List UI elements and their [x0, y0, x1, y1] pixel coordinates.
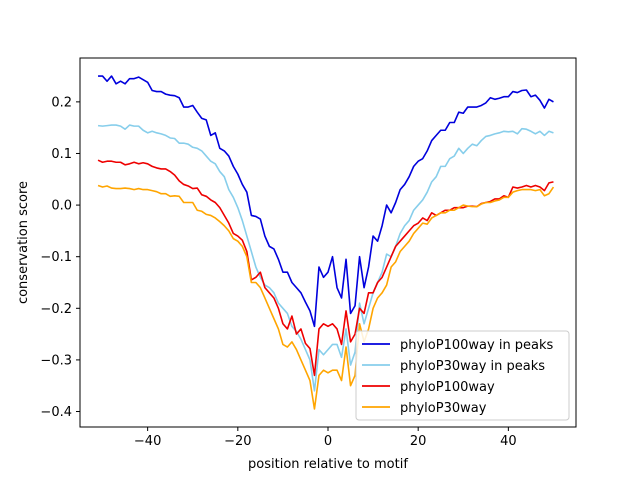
x-tick-label: −40	[134, 434, 161, 449]
y-tick-label: −0.2	[40, 302, 72, 317]
y-axis-label: conservation score	[16, 181, 31, 304]
legend-box	[355, 330, 570, 421]
series-line-1	[98, 75, 554, 328]
y-tick-label: 0.1	[51, 147, 72, 162]
legend: phyloP100way in peaks phyloP30way in peak…	[355, 330, 570, 421]
series-layer	[97, 75, 555, 410]
x-tick-label: 0	[324, 434, 332, 449]
legend-entry-2: phyloP30way in peaks	[400, 359, 545, 374]
series-line-2	[97, 124, 554, 392]
y-tick-label: 0.2	[51, 95, 72, 110]
legend-entry-4: phyloP30way	[400, 401, 487, 416]
y-tick-label: 0.0	[51, 199, 72, 214]
y-tick-label: −0.4	[40, 405, 72, 420]
x-tick-label: 40	[500, 434, 517, 449]
y-tick-label: −0.3	[40, 353, 72, 368]
y-tick-label: −0.1	[40, 250, 72, 265]
legend-entry-1: phyloP100way in peaks	[400, 338, 554, 353]
ticks-layer: −40 −20 0 20 40 −0.4 −0.3 −0.2 −0.1 0.0 0.1 0.2	[40, 95, 516, 449]
series-line-4	[97, 184, 555, 410]
legend-entry-3: phyloP100way	[400, 380, 495, 395]
x-axis-label: position relative to motif	[248, 457, 408, 472]
x-tick-label: 20	[410, 434, 427, 449]
x-tick-label: −20	[224, 434, 251, 449]
